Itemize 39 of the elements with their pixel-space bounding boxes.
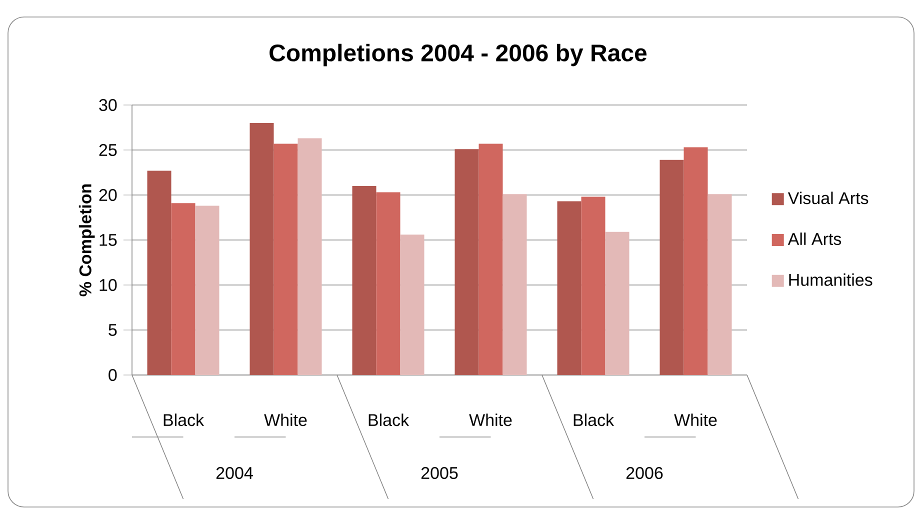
bar: [581, 196, 606, 375]
bar: [147, 170, 172, 375]
bar: [605, 232, 630, 375]
x-tick-label: White: [674, 414, 717, 426]
bar: [250, 123, 274, 375]
bar: [195, 206, 220, 375]
y-tick-label: 10: [100, 278, 117, 292]
legend-label: Visual Arts: [788, 192, 868, 204]
x-tick-label: Black: [574, 414, 614, 426]
y-tick-label: 15: [100, 234, 117, 246]
bar: [376, 192, 400, 375]
y-tick-label: 30: [99, 98, 117, 112]
bar: [478, 144, 503, 375]
x-tick-label: Black: [164, 414, 204, 426]
bar: [171, 203, 196, 375]
bar: [352, 186, 376, 375]
bar: [454, 149, 479, 375]
x-tick-label: White: [469, 414, 512, 426]
bar: [708, 194, 732, 375]
y-tick-label: 20: [99, 188, 117, 202]
bar: [502, 194, 527, 375]
bar: [400, 234, 424, 375]
legend-label: Humanities: [789, 273, 872, 286]
bar: [274, 144, 298, 375]
legend-label: All Arts: [788, 232, 842, 246]
x-tick-label: White: [264, 414, 307, 426]
bar: [557, 201, 582, 375]
y-axis-title: % Completion: [78, 184, 95, 296]
chart-title: Completions 2004 - 2006 by Race: [270, 44, 647, 66]
y-tick-label: 0: [108, 368, 117, 382]
y-tick-label: 5: [108, 324, 117, 336]
bar: [660, 160, 684, 375]
text: 2005: [421, 467, 458, 480]
text: 2004: [216, 467, 253, 480]
bar: [684, 147, 708, 375]
bar: [298, 138, 322, 375]
text: 2006: [626, 467, 663, 480]
x-tick-label: Black: [368, 414, 410, 426]
y-tick-label: 25: [99, 144, 117, 156]
